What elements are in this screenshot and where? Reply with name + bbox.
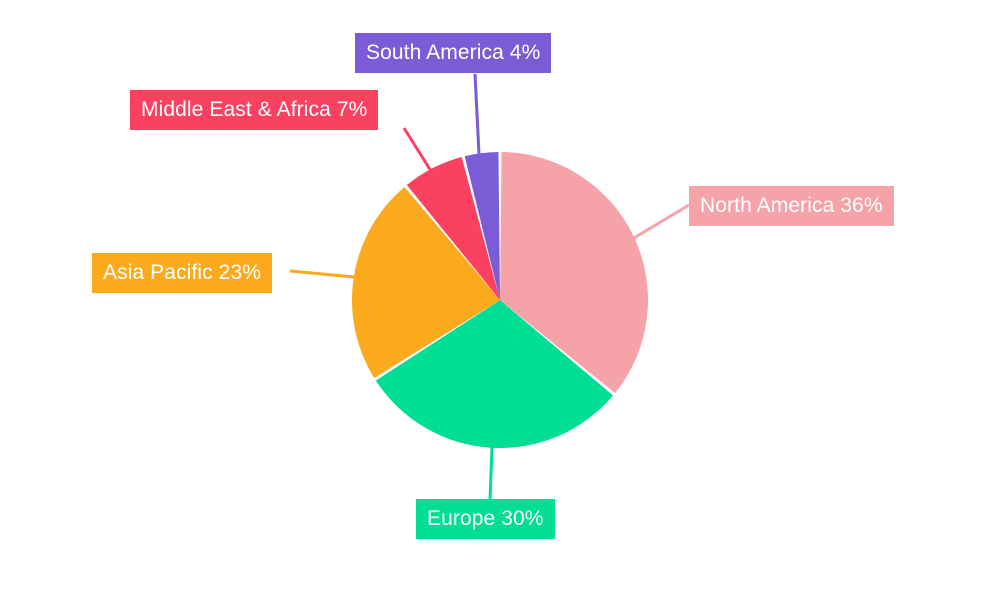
pie-slice-europe[interactable] — [375, 300, 614, 448]
leader-line-asia-pacific — [289, 269, 355, 279]
slice-label-middle-east-africa[interactable]: Middle East & Africa 7% — [130, 90, 379, 130]
leader-line-south-america — [473, 73, 481, 155]
slice-label-text: North America 36% — [700, 194, 883, 217]
leader-line-middle-east-africa — [402, 127, 433, 172]
slice-label-text: Asia Pacific 23% — [103, 261, 262, 284]
leader-line-north-america — [633, 203, 690, 240]
slice-label-text: South America 4% — [366, 41, 541, 64]
slice-label-asia-pacific[interactable]: Asia Pacific 23% — [92, 253, 273, 293]
slice-label-text: Europe 30% — [427, 507, 544, 530]
leader-line-europe — [488, 446, 494, 501]
slice-label-europe[interactable]: Europe 30% — [416, 499, 555, 539]
leader-line-group — [289, 73, 690, 501]
pie-slice-middle-east-africa[interactable] — [406, 157, 500, 300]
slice-label-text: Middle East & Africa 7% — [141, 98, 368, 121]
pie-slice-asia-pacific[interactable] — [352, 186, 500, 378]
slice-label-south-america[interactable]: South America 4% — [355, 33, 552, 73]
pie-slice-north-america[interactable] — [500, 152, 649, 394]
pie-slice-group — [352, 152, 649, 448]
pie-slice-south-america[interactable] — [464, 152, 500, 300]
slice-label-north-america[interactable]: North America 36% — [689, 186, 894, 226]
